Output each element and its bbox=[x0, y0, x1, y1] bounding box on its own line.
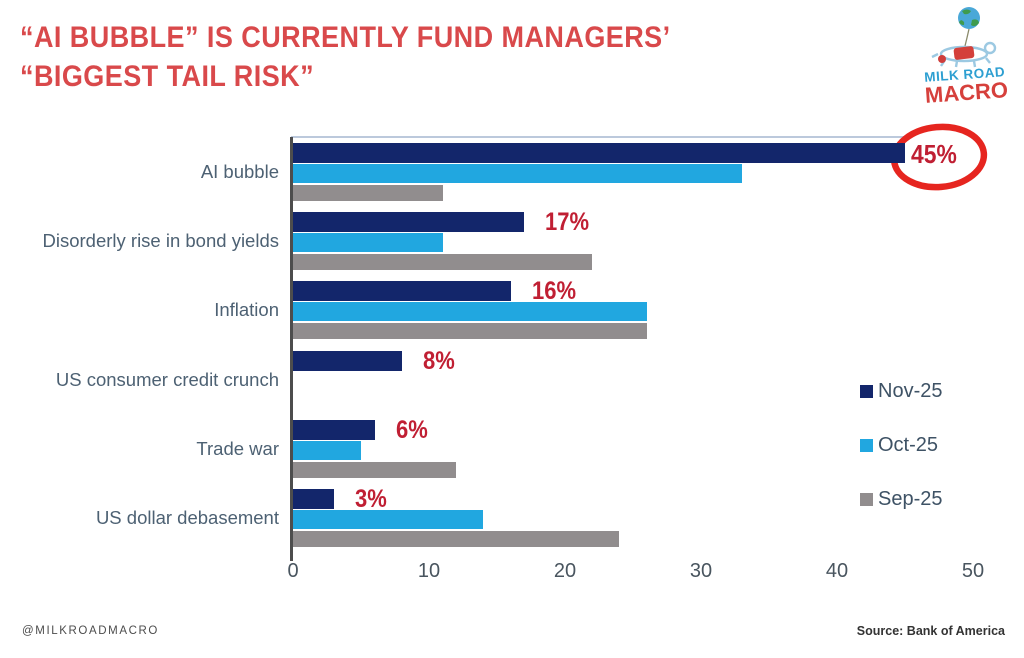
category-label: US dollar debasement bbox=[95, 507, 279, 528]
legend-label: Sep-25 bbox=[878, 488, 943, 510]
bar-sep-25 bbox=[293, 254, 593, 270]
bar-nov-25 bbox=[293, 351, 402, 371]
x-tick: 10 bbox=[417, 560, 441, 582]
value-annotation: 6% bbox=[395, 416, 428, 444]
value-annotation: 45% bbox=[911, 139, 957, 169]
bar-nov-25 bbox=[293, 212, 525, 232]
bar-oct-25 bbox=[293, 233, 443, 252]
logo-text-top: MILK ROAD bbox=[924, 64, 1006, 85]
x-tick: 0 bbox=[287, 560, 299, 582]
bar-oct-25 bbox=[293, 510, 484, 529]
category-label: Inflation bbox=[214, 299, 279, 320]
earth-balloon-icon bbox=[958, 7, 980, 47]
value-annotation: 17% bbox=[545, 208, 590, 236]
x-tick: 40 bbox=[825, 560, 849, 582]
social-handle: @MILKROADMACRO bbox=[22, 625, 159, 637]
category-label: AI bubble bbox=[200, 161, 279, 182]
category-label: US consumer credit crunch bbox=[55, 369, 279, 390]
bar-sep-25 bbox=[293, 531, 620, 547]
legend-label: Oct-25 bbox=[878, 434, 939, 456]
page-title-line1: “AI BUBBLE” IS CURRENTLY FUND MANAGERS’ bbox=[20, 21, 671, 54]
page-title: “AI BUBBLE” IS CURRENTLY FUND MANAGERS’ … bbox=[20, 18, 671, 96]
legend-item-oct-25: Oct-25 bbox=[860, 434, 938, 457]
bar-oct-25 bbox=[293, 164, 742, 183]
category-label: Disorderly rise in bond yields bbox=[42, 230, 280, 251]
legend-swatch-nov-25 bbox=[860, 385, 873, 398]
category-label: Trade war bbox=[196, 438, 279, 459]
value-annotation: 8% bbox=[422, 347, 455, 375]
logo-red-wheel bbox=[938, 55, 946, 63]
x-tick: 50 bbox=[961, 560, 985, 582]
legend: Nov-25 Oct-25 Sep-25 bbox=[860, 380, 990, 510]
bar-nov-25 bbox=[293, 489, 334, 509]
bar-sep-25 bbox=[293, 323, 647, 339]
milk-road-macro-logo: MILK ROAD MACRO bbox=[924, 7, 1009, 108]
value-annotation: 16% bbox=[531, 277, 576, 305]
bar-nov-25 bbox=[293, 143, 905, 163]
source-credit: Source: Bank of America bbox=[856, 624, 1005, 638]
plot-top-border bbox=[291, 136, 907, 138]
legend-swatch-oct-25 bbox=[860, 439, 873, 452]
bar-oct-25 bbox=[293, 302, 647, 321]
bar-sep-25 bbox=[293, 185, 443, 201]
x-tick: 30 bbox=[689, 560, 713, 582]
legend-swatch-sep-25 bbox=[860, 493, 873, 506]
legend-label: Nov-25 bbox=[878, 380, 943, 402]
logo-red-cart bbox=[953, 46, 975, 60]
legend-item-nov-25: Nov-25 bbox=[860, 380, 942, 403]
bar-oct-25 bbox=[293, 441, 361, 460]
value-annotation: 3% bbox=[354, 485, 387, 513]
page-title-line2: “BIGGEST TAIL RISK” bbox=[20, 60, 315, 93]
y-axis-line bbox=[290, 137, 293, 561]
bar-nov-25 bbox=[293, 420, 375, 440]
bar-nov-25 bbox=[293, 281, 511, 301]
legend-item-sep-25: Sep-25 bbox=[860, 488, 943, 511]
logo-text-bottom: MACRO bbox=[924, 77, 1009, 108]
bar-sep-25 bbox=[293, 462, 457, 478]
x-tick: 20 bbox=[553, 560, 577, 582]
